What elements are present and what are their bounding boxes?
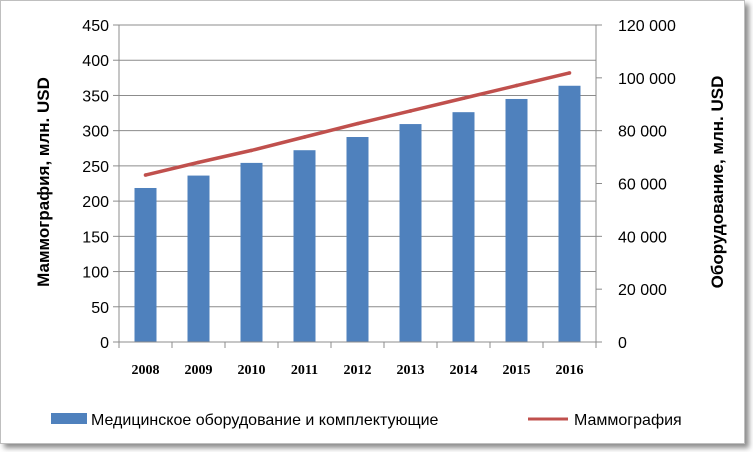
right-tick-label: 40 000: [618, 229, 667, 246]
left-tick-label: 250: [82, 159, 109, 176]
right-tick-label: 80 000: [618, 124, 667, 141]
line-point: [514, 83, 519, 88]
x-tick-label: 2008: [132, 363, 160, 378]
x-tick-label: 2015: [503, 363, 531, 378]
bar: [346, 137, 369, 342]
x-tick-label: 2010: [238, 363, 266, 378]
right-tick-label: 100 000: [618, 71, 676, 88]
left-tick-label: 300: [82, 124, 109, 141]
bar: [134, 187, 157, 342]
bar: [187, 175, 210, 342]
bar: [399, 124, 422, 342]
x-tick-label: 2009: [185, 363, 213, 378]
left-tick-label: 50: [91, 300, 109, 317]
x-tick-label: 2011: [291, 363, 318, 378]
left-tick-label: 350: [82, 88, 109, 105]
line-point: [196, 160, 201, 165]
left-tick-label: 0: [100, 335, 109, 352]
x-tick-label: 2016: [556, 363, 584, 378]
bar: [558, 85, 581, 342]
left-tick-label: 150: [82, 229, 109, 246]
left-axis-title: Маммография, млн. USD: [34, 77, 53, 287]
right-axis-ticks: 0 20 000 40 000 60 000 80 000 100 000 120 000: [596, 18, 676, 352]
left-axis-ticks: 0 50 100 150 200 250 300 350 400 450: [82, 18, 119, 352]
combo-chart: 0 50 100 150 200 250 300 350 400 450 0 20 000 40 00…: [34, 18, 727, 429]
right-tick-label: 0: [618, 335, 627, 352]
x-tick-label: 2013: [397, 363, 425, 378]
right-axis-title: Оборудование, млн. USD: [708, 76, 727, 289]
left-tick-label: 200: [82, 194, 109, 211]
line-point: [408, 109, 413, 113]
line-point: [567, 71, 572, 75]
bar: [505, 98, 528, 342]
right-tick-label: 60 000: [618, 177, 667, 194]
line-point: [461, 96, 466, 101]
line-point: [249, 148, 254, 153]
line-point: [302, 135, 307, 139]
line-point: [143, 173, 148, 177]
line-series: [143, 71, 572, 177]
x-tick-label: 2014: [450, 363, 478, 378]
legend: Медицинское оборудование и комплектующие…: [51, 412, 682, 429]
left-tick-label: 450: [82, 18, 109, 35]
category-labels: 2008 2009 2010 2011 2012 2013 2014 2015 2016: [132, 363, 584, 378]
bar-series: [134, 85, 581, 342]
bar: [293, 150, 316, 342]
left-tick-label: 400: [82, 53, 109, 70]
bar: [452, 112, 475, 342]
line-point: [355, 121, 360, 126]
chart-frame: 0 50 100 150 200 250 300 350 400 450 0 20 000 40 00…: [0, 0, 745, 444]
right-tick-label: 120 000: [618, 18, 676, 35]
x-tick-label: 2012: [344, 363, 372, 378]
right-tick-label: 20 000: [618, 282, 667, 299]
legend-bar-swatch: [51, 413, 87, 424]
bar: [240, 162, 263, 342]
legend-bar-label: Медицинское оборудование и комплектующие: [91, 412, 439, 429]
legend-line-label: Маммография: [574, 412, 682, 429]
left-tick-label: 100: [82, 265, 109, 282]
